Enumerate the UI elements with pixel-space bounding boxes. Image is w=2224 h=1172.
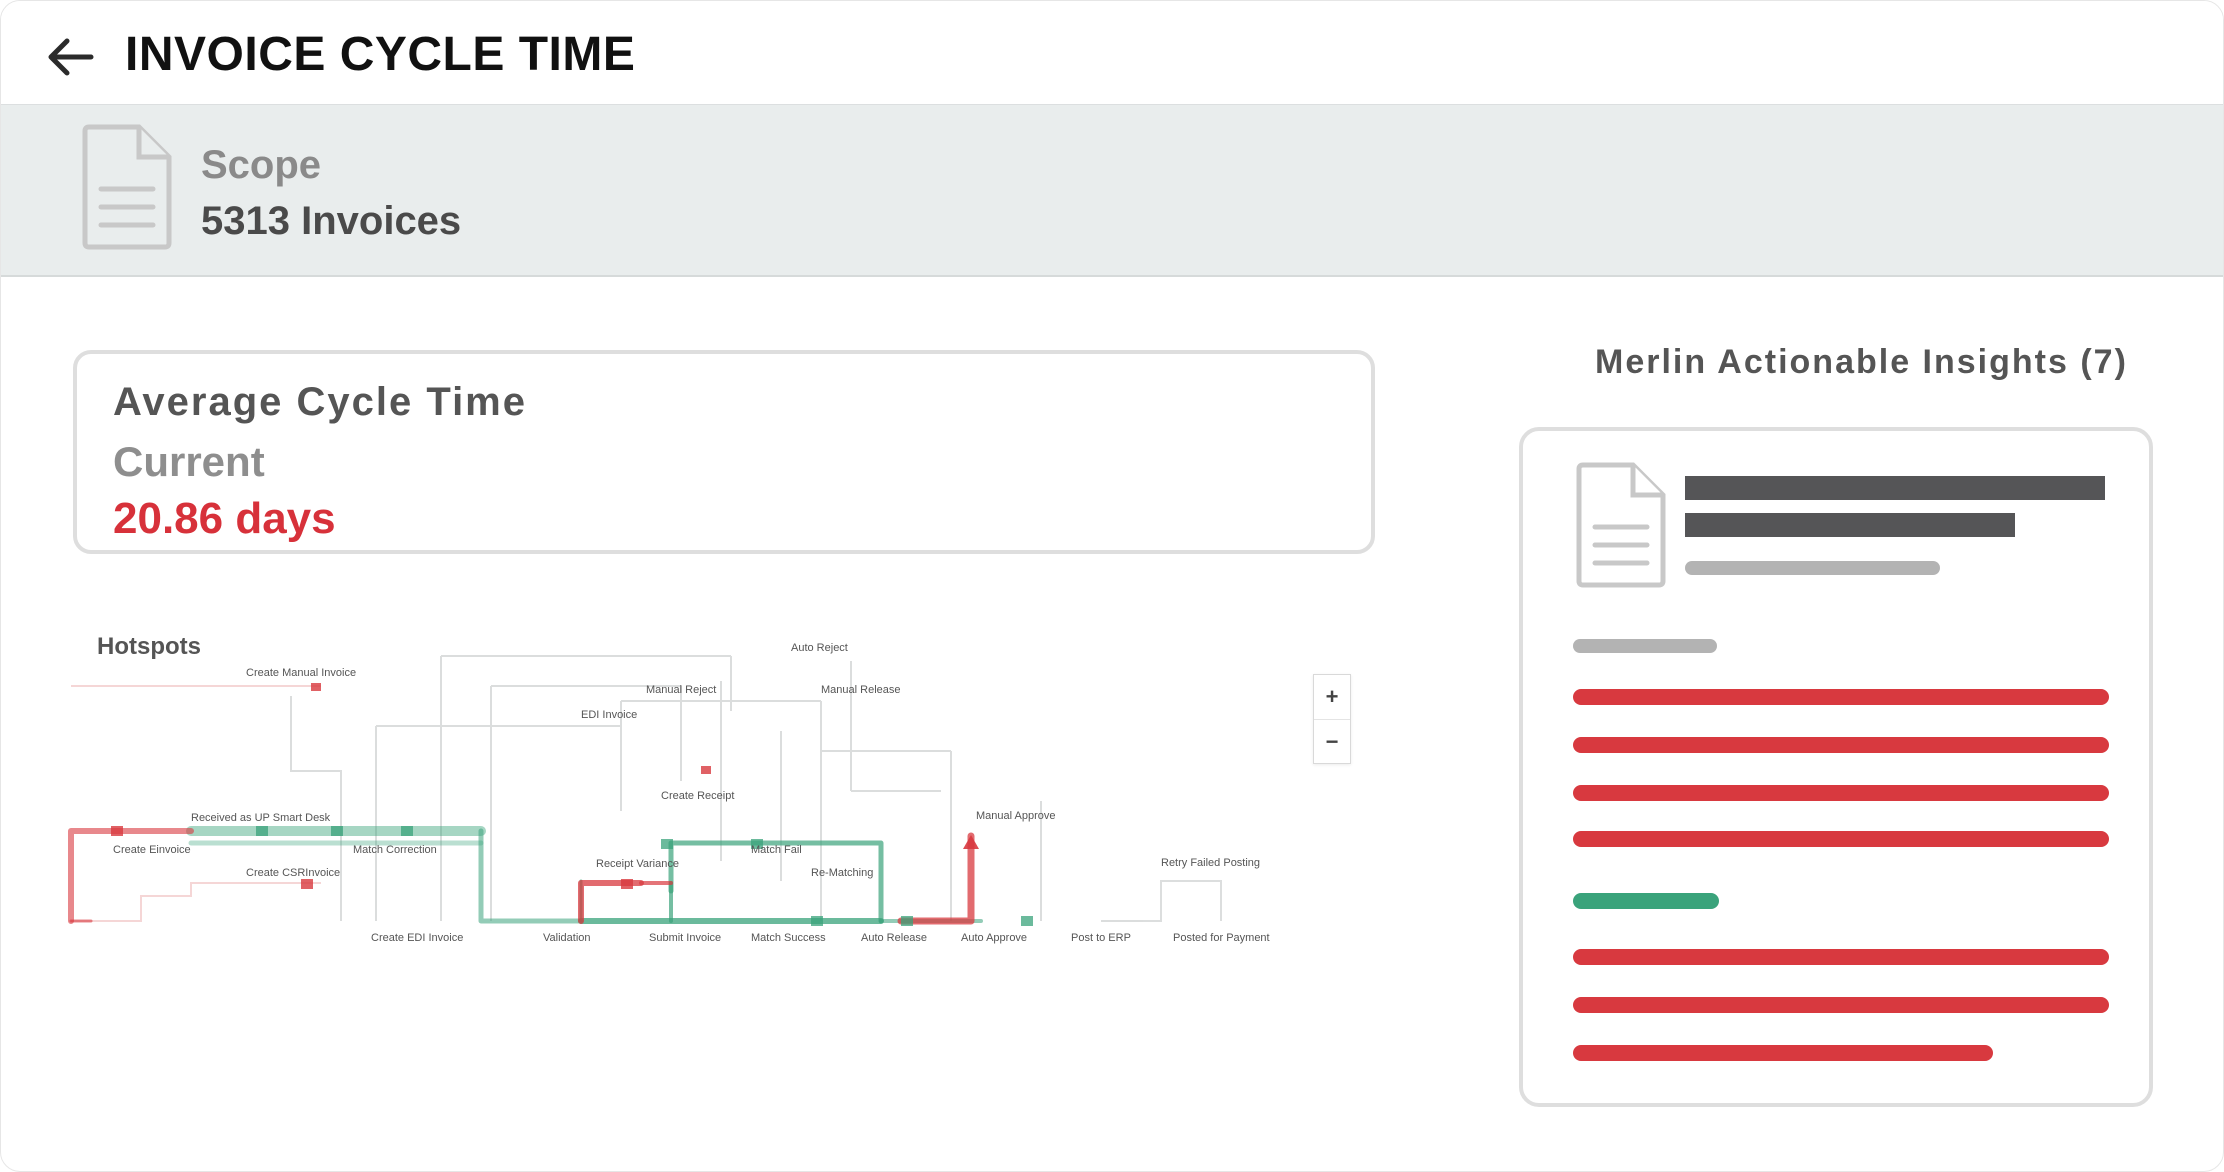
node-create-einvoice: Create Einvoice	[113, 844, 191, 856]
insight-line-placeholder	[1573, 737, 2109, 753]
node-re-matching: Re-Matching	[811, 867, 873, 879]
node-post-to-erp: Post to ERP	[1071, 932, 1131, 944]
metric-title: Average Cycle Time	[113, 380, 527, 424]
node-edi-invoice: EDI Invoice	[581, 709, 637, 721]
page-title: INVOICE CYCLE TIME	[125, 28, 636, 81]
insight-section-placeholder	[1573, 639, 1717, 653]
node-match-correction: Match Correction	[353, 844, 437, 856]
average-cycle-time-card[interactable]: Average Cycle Time Current 20.86 days	[73, 350, 1375, 554]
hotspots-label: Hotspots	[97, 633, 201, 660]
insight-section-placeholder	[1573, 893, 1719, 909]
node-create-manual-invoice: Create Manual Invoice	[246, 667, 356, 679]
node-receipt-variance: Receipt Variance	[596, 858, 679, 870]
insight-line-placeholder	[1573, 1045, 1993, 1061]
node-submit-invoice: Submit Invoice	[649, 932, 721, 944]
node-manual-approve: Manual Approve	[976, 810, 1056, 822]
node-match-success: Match Success	[751, 932, 826, 944]
metric-subtitle: Current	[113, 438, 265, 485]
node-match-fail: Match Fail	[751, 844, 802, 856]
zoom-in-button[interactable]: +	[1325, 684, 1339, 709]
node-retry-failed-posting: Retry Failed Posting	[1161, 857, 1260, 869]
insight-card[interactable]	[1519, 427, 2153, 1107]
process-flow-map[interactable]: Auto Reject Create Manual Invoice Manual…	[61, 621, 1381, 951]
insight-title-placeholder	[1685, 513, 2015, 537]
zoom-out-button[interactable]: −	[1314, 719, 1350, 764]
document-icon	[1576, 462, 1666, 588]
scope-value: 5313 Invoices	[201, 199, 462, 243]
node-posted-for-payment: Posted for Payment	[1173, 932, 1270, 944]
insight-title-placeholder	[1685, 476, 2105, 500]
node-create-receipt: Create Receipt	[661, 790, 734, 802]
scope-label: Scope	[201, 143, 322, 187]
node-create-edi-invoice: Create EDI Invoice	[371, 932, 463, 944]
insight-line-placeholder	[1573, 949, 2109, 965]
arrow-left-icon[interactable]	[45, 35, 95, 79]
insight-line-placeholder	[1573, 997, 2109, 1013]
zoom-controls: + −	[1313, 674, 1351, 764]
document-icon	[82, 124, 172, 250]
metric-value: 20.86 days	[113, 494, 336, 543]
node-create-csrinvoice: Create CSRInvoice	[246, 867, 340, 879]
scope-bar: Scope 5313 Invoices	[1, 105, 2223, 277]
node-auto-release: Auto Release	[861, 932, 927, 944]
node-auto-approve: Auto Approve	[961, 932, 1027, 944]
insight-line-placeholder	[1573, 831, 2109, 847]
insights-title: Merlin Actionable Insights (7)	[1595, 343, 2128, 381]
node-manual-reject: Manual Reject	[646, 684, 716, 696]
page-header: INVOICE CYCLE TIME	[1, 1, 2223, 106]
insight-line-placeholder	[1573, 689, 2109, 705]
node-manual-release: Manual Release	[821, 684, 901, 696]
insight-meta-placeholder	[1685, 561, 1940, 575]
insight-line-placeholder	[1573, 785, 2109, 801]
node-validation: Validation	[543, 932, 591, 944]
node-received-smart-desk: Received as UP Smart Desk	[191, 812, 331, 824]
node-auto-reject: Auto Reject	[791, 642, 848, 654]
